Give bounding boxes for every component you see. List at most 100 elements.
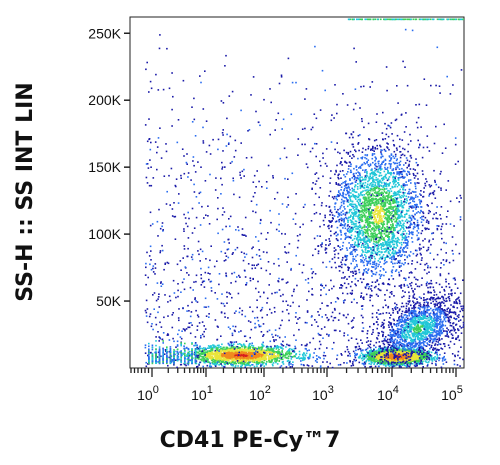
event-dot bbox=[372, 236, 375, 239]
event-dot bbox=[392, 278, 395, 280]
event-dot bbox=[406, 174, 408, 177]
event-dot bbox=[340, 201, 343, 204]
event-dot bbox=[234, 357, 237, 359]
event-dot bbox=[354, 244, 356, 247]
event-dot bbox=[380, 184, 382, 187]
event-dot bbox=[213, 345, 216, 348]
event-dot bbox=[370, 217, 372, 219]
event-dot bbox=[394, 217, 397, 219]
event-dot bbox=[238, 356, 241, 358]
event-dot bbox=[411, 223, 413, 226]
event-dot bbox=[363, 228, 366, 231]
event-dot bbox=[401, 214, 403, 217]
event-dot bbox=[353, 203, 355, 206]
event-dot bbox=[433, 352, 436, 355]
event-dot bbox=[373, 352, 376, 354]
event-dot bbox=[405, 232, 408, 235]
event-dot bbox=[378, 184, 381, 186]
event-dot bbox=[259, 357, 262, 360]
event-dot bbox=[409, 168, 412, 170]
event-dot bbox=[379, 145, 382, 148]
event-dot bbox=[393, 218, 395, 221]
event-dot bbox=[384, 168, 387, 170]
event-dot bbox=[364, 232, 367, 234]
event-dot bbox=[348, 236, 350, 239]
event-dot bbox=[397, 210, 400, 213]
event-dot bbox=[256, 352, 258, 354]
event-dot bbox=[219, 353, 222, 355]
event-dot bbox=[352, 227, 354, 229]
event-dot bbox=[409, 220, 411, 223]
event-dot bbox=[391, 271, 393, 274]
event-dot bbox=[399, 191, 402, 193]
event-dot bbox=[395, 247, 397, 249]
event-dot bbox=[362, 182, 365, 185]
event-dot bbox=[370, 285, 373, 287]
event-dot bbox=[385, 247, 387, 250]
event-dot bbox=[345, 255, 348, 257]
event-dot bbox=[395, 207, 398, 210]
event-dot bbox=[400, 176, 403, 179]
event-dot bbox=[402, 223, 404, 226]
event-dot bbox=[357, 348, 359, 351]
event-dot bbox=[357, 209, 360, 211]
event-dot bbox=[371, 192, 374, 195]
event-dot bbox=[376, 192, 378, 195]
event-dot bbox=[356, 177, 359, 179]
event-dot bbox=[386, 221, 389, 224]
event-dot bbox=[417, 206, 420, 208]
event-dot bbox=[398, 220, 400, 222]
event-dot bbox=[362, 244, 365, 247]
event-dot bbox=[357, 142, 360, 144]
event-dot bbox=[355, 223, 357, 225]
event-dot bbox=[241, 357, 243, 360]
event-dot bbox=[365, 260, 368, 262]
event-dot bbox=[233, 352, 236, 355]
event-dot bbox=[219, 359, 222, 362]
event-dot bbox=[374, 160, 376, 162]
event-dot bbox=[361, 216, 364, 219]
event-dot bbox=[387, 170, 389, 172]
event-dot bbox=[355, 349, 357, 352]
event-dot bbox=[389, 249, 392, 252]
event-dot bbox=[262, 345, 264, 347]
event-dot bbox=[351, 200, 354, 203]
event-dot bbox=[396, 199, 398, 201]
event-dot bbox=[359, 176, 361, 179]
event-dot bbox=[320, 204, 323, 207]
event-dot bbox=[364, 243, 367, 245]
event-dot bbox=[398, 194, 401, 196]
event-dot bbox=[237, 357, 240, 360]
event-dot bbox=[409, 255, 411, 257]
event-dot bbox=[380, 234, 383, 237]
event-dot bbox=[351, 213, 354, 215]
event-dot bbox=[369, 263, 372, 265]
event-dot bbox=[366, 185, 368, 187]
event-dot bbox=[370, 235, 372, 238]
event-dot bbox=[424, 238, 426, 240]
event-dot bbox=[420, 259, 423, 261]
event-dot bbox=[373, 186, 376, 189]
event-dot bbox=[252, 360, 255, 363]
event-dot bbox=[401, 238, 404, 241]
event-dot bbox=[374, 257, 376, 260]
event-dot bbox=[262, 363, 264, 365]
event-dot bbox=[372, 173, 374, 175]
event-dot bbox=[415, 187, 417, 190]
event-dot bbox=[258, 360, 260, 362]
event-dot bbox=[358, 149, 360, 152]
event-dot bbox=[385, 216, 387, 219]
event-dot bbox=[382, 237, 385, 240]
event-dot bbox=[429, 347, 431, 350]
event-dot bbox=[365, 229, 367, 231]
event-dot bbox=[402, 176, 405, 179]
event-dot bbox=[405, 365, 408, 367]
event-dot bbox=[237, 361, 239, 364]
event-dot bbox=[344, 264, 347, 266]
event-dot bbox=[380, 215, 382, 218]
event-dot bbox=[387, 228, 389, 231]
event-dot bbox=[277, 347, 279, 349]
event-dot bbox=[219, 355, 221, 357]
event-dot bbox=[346, 191, 349, 193]
event-dot bbox=[401, 170, 404, 173]
